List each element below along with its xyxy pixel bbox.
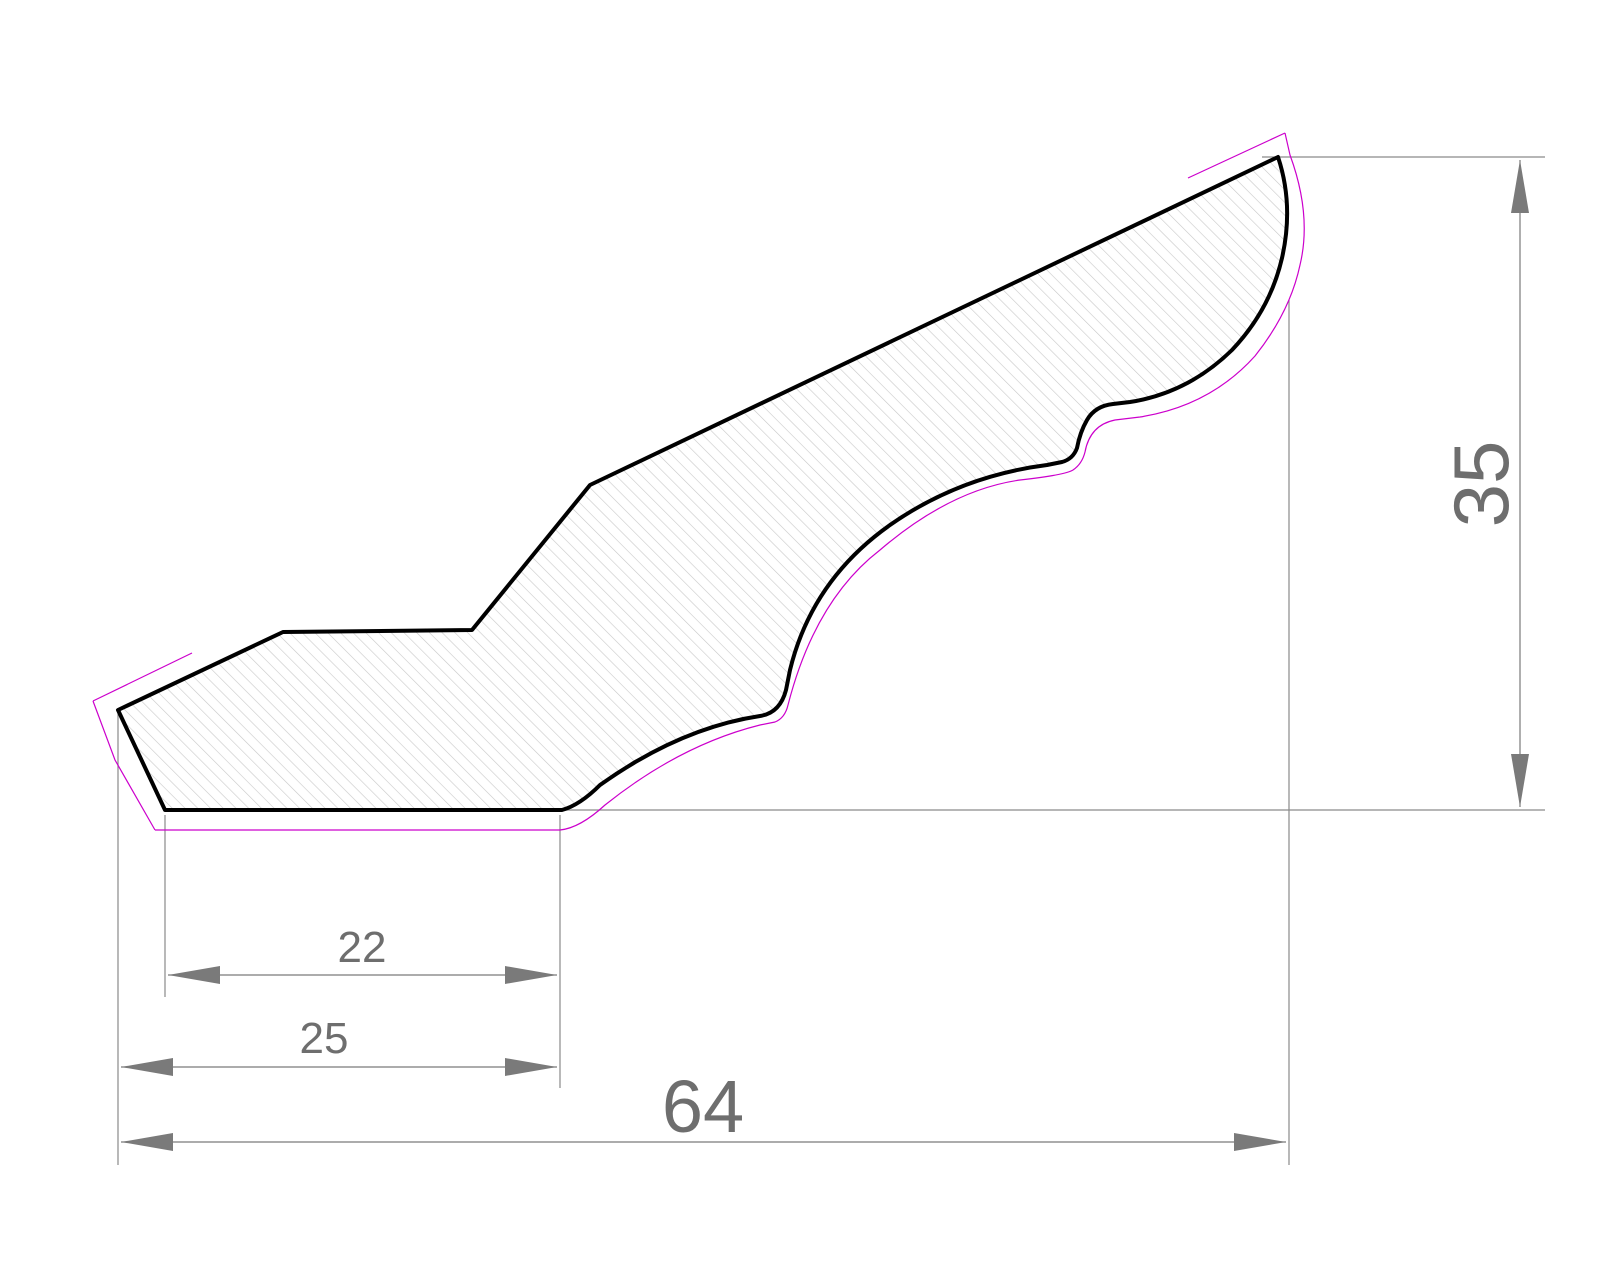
arrowheads [121, 160, 1529, 1151]
arrow-height-top [1511, 160, 1529, 213]
moulding-profile [116, 155, 1290, 812]
offset-line-bottom [155, 132, 1305, 831]
arrow-height-bottom [1511, 754, 1529, 807]
arrow-inner-left [168, 966, 220, 984]
arrow-overall-left [121, 1133, 173, 1151]
arrow-base-right [505, 1058, 557, 1076]
arrow-inner-right [505, 966, 557, 984]
height-dimension-label: 35 [1437, 441, 1525, 528]
extension-lines [117, 156, 1545, 1165]
offset-line-top-right [1187, 132, 1286, 179]
arrow-overall-right [1234, 1133, 1286, 1151]
dimension-lines [121, 160, 1521, 1143]
base-width-dimension-label: 25 [300, 1014, 349, 1063]
inner-width-dimension-label: 22 [338, 923, 387, 972]
offset-line-left-bottom [92, 700, 156, 831]
offset-outline [92, 132, 1305, 831]
arrow-base-left [121, 1058, 173, 1076]
offset-line-left-top [92, 652, 193, 702]
overall-width-dimension-label: 64 [662, 1065, 744, 1148]
